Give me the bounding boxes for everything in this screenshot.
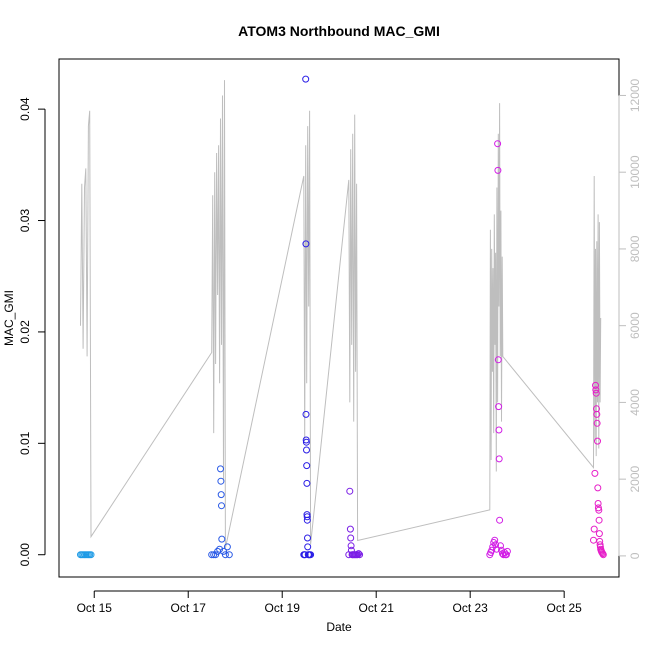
y-axis-left: 0.00 0.01 0.02 0.03 0.04 [18,97,46,567]
data-point [302,240,310,248]
y2-tick-label: 0 [628,552,642,559]
data-point [594,437,601,445]
data-point [595,516,603,524]
y-tick-label: 0.04 [18,97,32,121]
data-point [494,356,502,364]
data-point [354,551,362,559]
data-point [592,386,600,394]
data-point [593,419,601,427]
x-axis-label: Date [326,620,352,634]
data-point [307,551,315,559]
y2-tick-label: 6000 [628,312,642,339]
line-series [80,80,602,549]
data-point [594,500,602,507]
data-point [495,426,503,434]
data-point [592,389,600,397]
x-tick-label: Oct 15 [77,601,113,615]
data-point [492,541,500,549]
data-point [218,535,226,543]
chart-title: ATOM3 Northbound MAC_GMI [238,23,440,39]
x-axis: Oct 15 Oct 17 Oct 19 Oct 21 Oct 23 Oct 25 [77,590,582,615]
data-point [347,542,355,550]
y-axis-right: 0 2000 4000 6000 8000 10000 12000 [618,78,642,559]
data-point [217,491,225,499]
data-point [304,534,311,542]
y-tick-label: 0.01 [18,431,32,455]
data-point [302,410,310,418]
data-point [217,465,224,473]
data-point [495,455,503,463]
data-point [502,551,510,559]
data-point [595,506,603,514]
data-point [494,166,502,174]
data-point [303,462,311,470]
data-point [346,487,354,495]
data-point [216,545,224,553]
data-point [217,477,225,485]
data-point [225,551,233,559]
y2-tick-label: 2000 [628,465,642,492]
data-point [221,551,229,559]
y2-tick-label: 8000 [628,235,642,262]
y-tick-label: 0.00 [18,543,32,567]
data-point [491,536,499,544]
data-point [494,140,502,148]
data-point [223,543,231,551]
data-point [208,551,216,559]
data-point [218,502,225,510]
data-point [356,551,364,559]
data-point [346,525,354,533]
data-point [592,381,599,389]
data-point [503,547,511,555]
scatter-points-layer [77,75,607,559]
data-point [355,550,363,558]
data-point [496,516,504,524]
data-point [302,75,310,83]
y-tick-label: 0.02 [18,320,32,344]
data-point [593,410,601,418]
line-series-layer [80,80,602,549]
data-point [493,545,501,553]
x-tick-label: Oct 17 [171,601,207,615]
x-tick-label: Oct 19 [265,601,301,615]
plot-frame [58,58,620,578]
data-point [303,516,311,524]
data-point [590,536,597,544]
y2-tick-label: 10000 [628,155,642,189]
data-point [599,551,607,559]
x-tick-label: Oct 25 [546,601,582,615]
x-tick-label: Oct 23 [453,601,489,615]
data-point [87,551,95,559]
y2-tick-label: 12000 [628,78,642,112]
data-point [594,484,602,492]
data-point [495,403,503,411]
x-tick-label: Oct 21 [359,601,395,615]
data-point [347,534,355,542]
data-point [488,546,496,554]
data-point [302,436,310,444]
data-point [590,525,598,533]
data-point [303,513,311,521]
data-point [303,446,310,454]
y-tick-label: 0.03 [18,209,32,233]
data-point [497,542,504,550]
data-point [595,530,603,538]
data-point [591,469,599,477]
data-point [303,479,311,487]
y2-tick-label: 4000 [628,389,642,416]
data-point [304,543,312,551]
data-point [302,438,310,446]
y-axis-label: MAC_GMI [2,290,16,346]
